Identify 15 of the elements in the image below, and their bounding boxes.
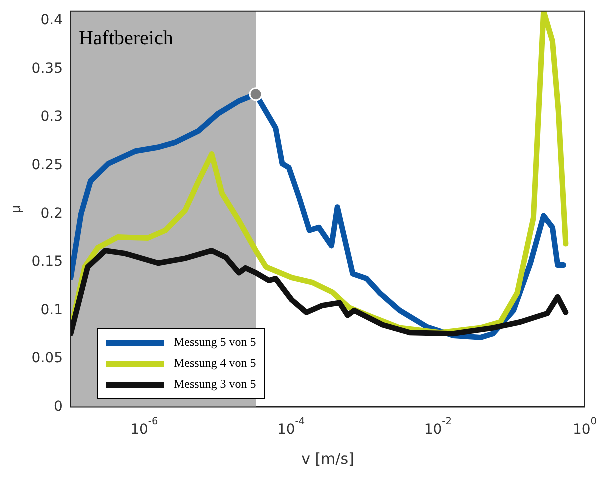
y-tick-label: 0.15	[32, 254, 63, 270]
y-tick-label: 0.4	[40, 12, 64, 29]
y-tick-label: 0.1	[40, 302, 63, 318]
legend-label: Messung 3 von 5	[174, 377, 256, 392]
y-tick-label: 0.2	[40, 206, 63, 222]
legend-label: Messung 5 von 5	[174, 335, 256, 350]
x-axis-title: v [m/s]	[302, 450, 354, 468]
y-tick-label: 0.25	[32, 158, 63, 174]
legend-label: Messung 4 von 5	[174, 356, 256, 372]
y-tick-label: 0.3	[40, 109, 63, 126]
y-tick-label: 0.35	[32, 60, 63, 77]
y-tick-label: 0	[54, 398, 63, 415]
y-tick-label: 0.05	[32, 350, 63, 367]
y-axis-title: μ	[7, 205, 24, 214]
band-label: Haftbereich	[78, 28, 174, 50]
